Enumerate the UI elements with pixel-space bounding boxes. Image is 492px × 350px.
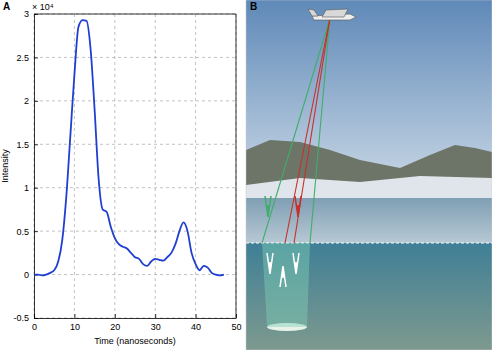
tick-label: -0.5 [13, 313, 29, 323]
y-axis: -0.5 0 0.5 1 1.5 2 2.5 3 [13, 9, 38, 323]
figure: A01020304050-0.500.511.522.53× 10⁴Time (… [0, 0, 492, 350]
tick: 1 [24, 183, 38, 193]
plot-area [34, 20, 224, 275]
grid-line [34, 144, 236, 145]
grid-line [34, 14, 35, 318]
tick-mark [34, 231, 38, 232]
arrow [295, 196, 301, 217]
tick-mark [34, 188, 38, 189]
tick-label: 2.5 [16, 53, 29, 63]
tick-mark [34, 144, 38, 145]
tick-label: 30 [151, 322, 161, 332]
tick-mark [115, 314, 116, 318]
hills [246, 140, 492, 200]
axis-line [34, 15, 35, 319]
tick: 30 [151, 314, 161, 332]
laser-beam [310, 18, 330, 243]
laser-beam [285, 18, 330, 243]
grid-line [34, 57, 236, 58]
axis-multiplier: × 10⁴ [32, 2, 54, 12]
x-axis: 0 10 20 30 40 50 [32, 314, 242, 332]
tick: 40 [191, 314, 201, 332]
tick-label: 2 [24, 96, 29, 106]
tick-mark [34, 57, 38, 58]
arrow [293, 253, 299, 274]
tick: -0.5 [13, 313, 38, 323]
grid-line [34, 274, 236, 275]
tick-label: 50 [231, 322, 241, 332]
grid-line [155, 14, 156, 318]
tick-label: 0 [32, 322, 37, 332]
shore [246, 176, 492, 200]
grid-line [195, 14, 196, 318]
tick-label: 40 [191, 322, 201, 332]
panel-label: B [250, 1, 257, 12]
tick: 0.5 [16, 227, 38, 237]
laser-beam [262, 18, 330, 243]
arrow [267, 253, 273, 274]
arrow [265, 196, 271, 217]
plot-frame [34, 14, 236, 318]
tick-label: 0.5 [16, 227, 29, 237]
tick-label: 20 [110, 322, 120, 332]
tick: 2.5 [16, 53, 38, 63]
sky [246, 0, 492, 200]
axis-line [35, 318, 237, 319]
tick-label: 3 [24, 9, 29, 19]
illustration-border [246, 0, 492, 350]
grid-line [34, 231, 236, 232]
grid-line [34, 100, 236, 101]
tick-mark [155, 314, 156, 318]
tick: 50 [231, 314, 241, 332]
y-axis-title: Intensity [0, 149, 10, 183]
tick: 20 [110, 314, 120, 332]
tick-label: 10 [70, 322, 80, 332]
grid [34, 14, 236, 318]
grid-line [114, 14, 115, 318]
tick-mark [34, 14, 38, 15]
tick-mark [196, 314, 197, 318]
series-line [34, 20, 224, 275]
illustration [246, 0, 492, 350]
x-axis-title: Time (nanoseconds) [94, 336, 176, 346]
beam-cone [262, 243, 310, 327]
tick: 10 [70, 314, 80, 332]
tick: 2 [24, 96, 38, 106]
tick-label: 1.5 [16, 140, 29, 150]
tick-label: 1 [24, 183, 29, 193]
panel-label: A [3, 1, 10, 12]
tick-mark [34, 101, 38, 102]
grid-line [34, 318, 236, 319]
tick-label: 0 [24, 270, 29, 280]
tick: 1.5 [16, 140, 38, 150]
laser-beam [294, 18, 330, 243]
grid-line [34, 187, 236, 188]
tick-mark [74, 314, 75, 318]
tick-mark [236, 314, 237, 318]
arrow [280, 266, 286, 287]
sea-surface [246, 198, 492, 243]
tick-mark [34, 318, 38, 319]
airplane-wing [308, 9, 348, 17]
underwater [246, 243, 492, 350]
